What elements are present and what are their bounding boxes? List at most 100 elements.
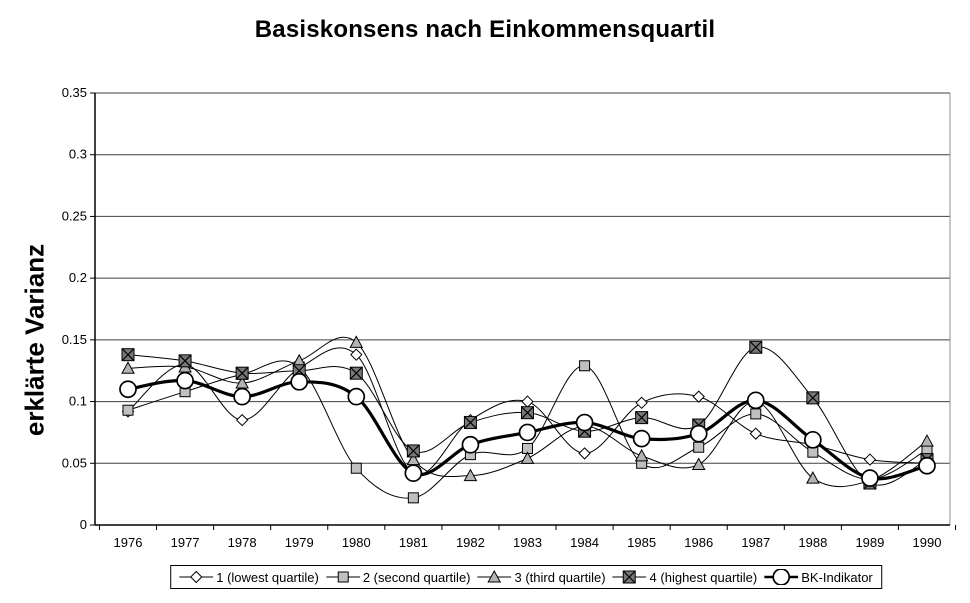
x-tick-label: 1980	[342, 535, 371, 550]
diamond-marker-icon	[692, 390, 705, 403]
x-tick-label: 1979	[285, 535, 314, 550]
square-x-marker-icon	[635, 411, 649, 425]
series-line	[127, 360, 928, 499]
circle-marker-icon	[861, 469, 879, 487]
legend-marker	[179, 570, 214, 584]
triangle-marker-icon	[292, 353, 307, 367]
square-x-marker-icon	[806, 391, 820, 405]
circle-marker-icon	[632, 429, 651, 448]
y-tick-label: 0.3	[69, 147, 87, 162]
legend-item: BK-Indikator	[764, 569, 873, 585]
diamond-marker-icon	[190, 570, 203, 584]
square-marker-icon	[693, 441, 705, 453]
legend-label: 1 (lowest quartile)	[216, 569, 319, 585]
circle-marker-icon	[176, 371, 194, 390]
y-axis-title: erklärte Varianz	[19, 243, 50, 437]
legend-label: BK-Indikator	[801, 569, 873, 585]
y-tick-label: 0.35	[62, 85, 87, 100]
chart-title: Basiskonsens nach Einkommensquartil	[254, 16, 716, 43]
legend-item: 2 (second quartile)	[325, 569, 471, 585]
plot-area: 0 0.05 0.1 0.15 0.2 0.25 0.3 0.35 1976 1977 1978 19…	[62, 85, 957, 550]
square-x-marker-icon	[235, 366, 249, 380]
square-x-marker-icon	[464, 416, 477, 429]
square-marker-icon	[407, 492, 419, 504]
x-tick-label: 1989	[855, 535, 884, 550]
diamond-marker-icon	[578, 447, 591, 460]
triangle-marker-icon	[463, 468, 478, 482]
circle-marker-icon	[575, 413, 594, 432]
legend-label: 2 (second quartile)	[362, 569, 471, 585]
x-tick-label: 1981	[399, 535, 428, 550]
y-tick-label: 0.05	[62, 455, 87, 470]
series-markers	[119, 371, 936, 487]
series-line	[127, 347, 928, 476]
legend-item: 4 (highest quartile)	[612, 569, 758, 585]
triangle-marker-icon	[920, 434, 934, 447]
y-tick-label: 0.2	[69, 270, 87, 285]
y-tick-label: 0.25	[62, 208, 87, 223]
square-x-marker-icon	[749, 340, 763, 354]
diamond-marker-icon	[350, 348, 363, 361]
x-tick-label: 1985	[627, 535, 656, 550]
x-tick-label: 1988	[798, 535, 827, 550]
legend-label: 4 (highest quartile)	[649, 569, 758, 585]
circle-marker-icon	[804, 430, 822, 449]
x-tick-label: 1978	[228, 535, 257, 550]
legend-marker	[325, 571, 360, 583]
y-tick-label: 0.15	[62, 332, 87, 347]
triangle-marker-icon	[806, 471, 820, 484]
diamond-marker-icon	[635, 396, 648, 410]
square-x-marker-icon	[623, 570, 636, 584]
x-tick-label: 1983	[513, 535, 542, 550]
x-tick-label: 1976	[114, 535, 143, 550]
circle-marker-icon	[918, 456, 936, 475]
triangle-marker-icon	[691, 457, 706, 471]
diamond-marker-icon	[235, 413, 249, 427]
diamond-marker-icon	[863, 453, 877, 466]
square-marker-icon	[579, 360, 591, 372]
legend-label: 3 (third quartile)	[514, 569, 606, 585]
series-markers	[121, 340, 934, 490]
diamond-marker-icon	[521, 395, 534, 408]
circle-marker-icon	[461, 435, 480, 454]
triangle-marker-icon	[349, 335, 364, 348]
y-tick-label: 0	[80, 517, 87, 532]
square-marker-icon	[750, 408, 762, 420]
square-marker-icon	[122, 404, 134, 416]
square-marker-icon	[337, 571, 349, 583]
circle-marker-icon	[233, 387, 251, 406]
y-tick-label: 0.1	[69, 394, 87, 409]
legend-marker	[612, 570, 647, 584]
x-tick-label: 1990	[913, 535, 942, 550]
triangle-marker-icon	[121, 361, 135, 374]
square-marker-icon	[350, 462, 362, 474]
diamond-marker-icon	[749, 427, 762, 440]
square-x-marker-icon	[406, 444, 420, 458]
legend: 1 (lowest quartile) 2 (second quartile) 3 …	[170, 565, 882, 589]
circle-marker-icon	[119, 380, 137, 399]
triangle-marker-icon	[520, 451, 535, 464]
circle-marker-icon	[290, 372, 309, 391]
circle-marker-icon	[404, 464, 423, 483]
triangle-marker-icon	[634, 448, 649, 462]
circle-marker-icon	[772, 569, 791, 585]
circle-marker-icon	[518, 423, 537, 442]
square-x-marker-icon	[178, 354, 192, 368]
x-tick-label: 1984	[570, 535, 599, 550]
legend-marker	[764, 569, 799, 585]
legend-marker	[477, 569, 512, 583]
square-x-marker-icon	[349, 366, 363, 380]
x-tick-label: 1986	[684, 535, 713, 550]
circle-marker-icon	[347, 387, 366, 406]
circle-marker-icon	[689, 424, 708, 443]
triangle-marker-icon	[487, 569, 502, 583]
circle-marker-icon	[746, 391, 765, 410]
legend-item: 3 (third quartile)	[477, 569, 606, 585]
x-tick-label: 1987	[741, 535, 770, 550]
x-tick-label: 1977	[171, 535, 200, 550]
legend-item: 1 (lowest quartile)	[179, 569, 319, 585]
square-x-marker-icon	[521, 406, 534, 420]
square-x-marker-icon	[121, 348, 135, 362]
x-tick-label: 1982	[456, 535, 485, 550]
